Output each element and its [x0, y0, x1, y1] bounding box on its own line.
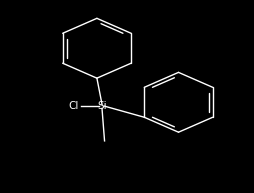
Text: Cl: Cl: [68, 101, 79, 111]
Text: Si: Si: [97, 101, 106, 111]
